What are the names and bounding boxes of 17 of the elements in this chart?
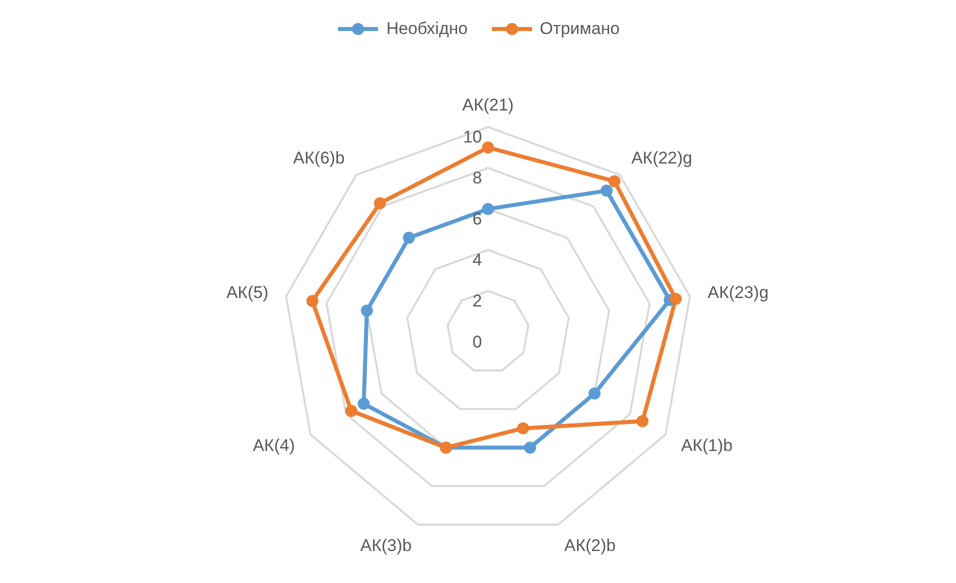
legend-label: Отримано — [540, 19, 620, 39]
spoke-label: АК(3)b — [360, 536, 412, 555]
spoke-label: АК(22)g — [631, 148, 692, 168]
spoke-label: АК(4) — [252, 436, 295, 455]
y-tick-label: 10 — [463, 128, 482, 146]
spoke-label: АК(21) — [462, 96, 514, 114]
y-tick-label: 4 — [472, 250, 482, 270]
spoke-label: АК(2)b — [564, 536, 616, 555]
spoke-label: АК(5) — [226, 283, 268, 302]
spoke-label: АК(1)b — [681, 436, 733, 455]
y-tick-label: 8 — [472, 168, 482, 188]
y-tick-label: 6 — [472, 210, 482, 228]
legend-label: Необхідно — [386, 19, 468, 39]
y-tick-label: 2 — [472, 292, 482, 310]
spoke-label: АК(6)b — [293, 148, 345, 168]
spoke-label: АК(23)g — [708, 283, 769, 302]
y-tick-label: 0 — [472, 332, 482, 352]
